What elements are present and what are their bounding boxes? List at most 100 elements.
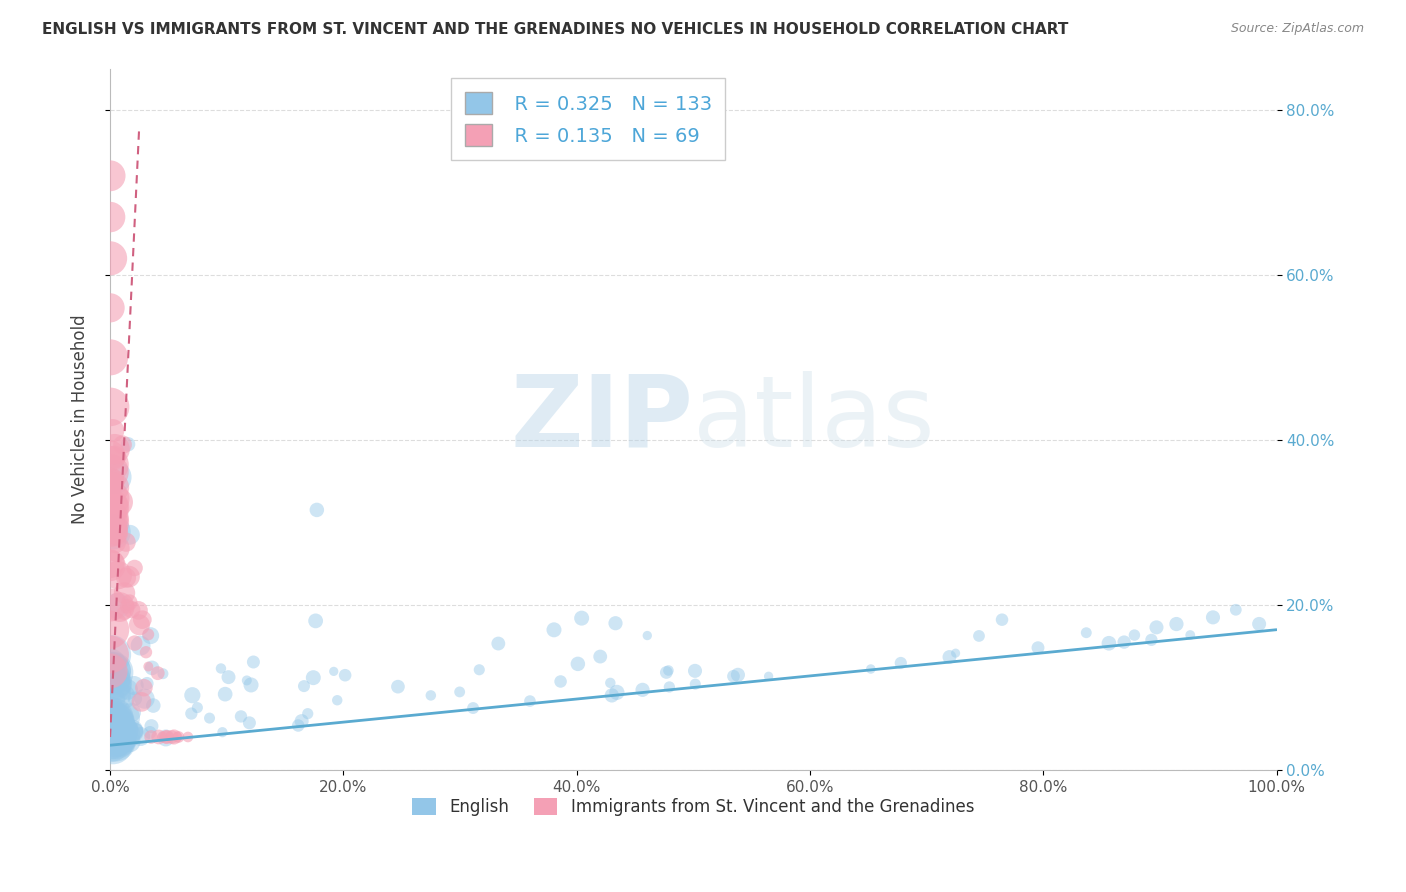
Point [111, 723, 134, 738]
Point [449, 685, 471, 699]
Point [117, 599, 139, 614]
Point [134, 691, 156, 706]
Point [98, 169, 121, 183]
Point [124, 636, 146, 650]
Point [326, 693, 349, 707]
Point [103, 473, 125, 487]
Point [101, 738, 124, 752]
Point [103, 717, 125, 731]
Point [104, 736, 127, 750]
Point [115, 535, 138, 549]
Point [1146, 620, 1168, 634]
Point [118, 528, 141, 542]
Point [1249, 616, 1271, 631]
Point [104, 714, 127, 729]
Point [198, 711, 221, 725]
Point [166, 730, 188, 744]
Point [118, 595, 141, 609]
Point [1098, 636, 1121, 650]
Point [112, 733, 135, 747]
Point [128, 603, 150, 617]
Point [1202, 610, 1225, 624]
Point [118, 734, 141, 748]
Point [98, 726, 121, 740]
Text: ZIP: ZIP [510, 371, 693, 467]
Point [945, 646, 967, 660]
Point [214, 687, 236, 701]
Point [131, 613, 153, 627]
Point [103, 665, 125, 679]
Point [121, 723, 143, 738]
Point [685, 677, 707, 691]
Point [859, 662, 882, 676]
Point [156, 730, 179, 744]
Point [98, 500, 121, 515]
Y-axis label: No Vehicles in Household: No Vehicles in Household [72, 315, 89, 524]
Point [419, 689, 441, 703]
Point [468, 663, 491, 677]
Point [98, 351, 121, 365]
Text: ENGLISH VS IMMIGRANTS FROM ST. VINCENT AND THE GRENADINES NO VEHICLES IN HOUSEHO: ENGLISH VS IMMIGRANTS FROM ST. VINCENT A… [42, 22, 1069, 37]
Point [209, 661, 232, 675]
Point [104, 676, 127, 690]
Point [112, 723, 135, 738]
Point [163, 730, 186, 744]
Point [105, 599, 128, 613]
Point [141, 661, 163, 675]
Point [181, 688, 204, 702]
Point [98, 557, 121, 571]
Text: atlas: atlas [693, 371, 935, 467]
Point [103, 480, 125, 494]
Point [101, 711, 124, 725]
Point [98, 648, 121, 662]
Point [118, 569, 141, 583]
Point [186, 700, 208, 714]
Point [658, 680, 681, 694]
Point [180, 706, 202, 721]
Point [1123, 628, 1146, 642]
Point [108, 600, 131, 615]
Point [152, 666, 174, 681]
Point [98, 475, 121, 489]
Point [100, 657, 122, 672]
Point [98, 458, 121, 472]
Point [606, 685, 628, 699]
Point [112, 606, 135, 620]
Point [387, 680, 409, 694]
Point [107, 678, 129, 692]
Point [571, 611, 593, 625]
Point [100, 648, 122, 662]
Point [155, 730, 177, 744]
Point [124, 691, 146, 706]
Point [136, 676, 159, 690]
Point [121, 602, 143, 616]
Point [111, 690, 134, 704]
Point [110, 723, 132, 738]
Point [100, 704, 122, 718]
Point [297, 706, 319, 721]
Point [991, 613, 1014, 627]
Point [292, 679, 315, 693]
Point [98, 301, 121, 315]
Point [117, 682, 139, 697]
Point [550, 674, 572, 689]
Point [240, 678, 263, 692]
Point [589, 649, 612, 664]
Point [114, 728, 136, 742]
Point [1225, 603, 1247, 617]
Point [111, 438, 134, 452]
Point [98, 400, 121, 414]
Point [101, 476, 124, 491]
Point [657, 664, 679, 678]
Point [107, 713, 129, 727]
Point [890, 656, 912, 670]
Point [129, 730, 152, 744]
Point [967, 629, 990, 643]
Point [110, 720, 132, 734]
Point [461, 701, 484, 715]
Point [98, 449, 121, 463]
Point [146, 666, 169, 681]
Point [100, 517, 122, 532]
Point [100, 679, 122, 693]
Point [128, 617, 150, 632]
